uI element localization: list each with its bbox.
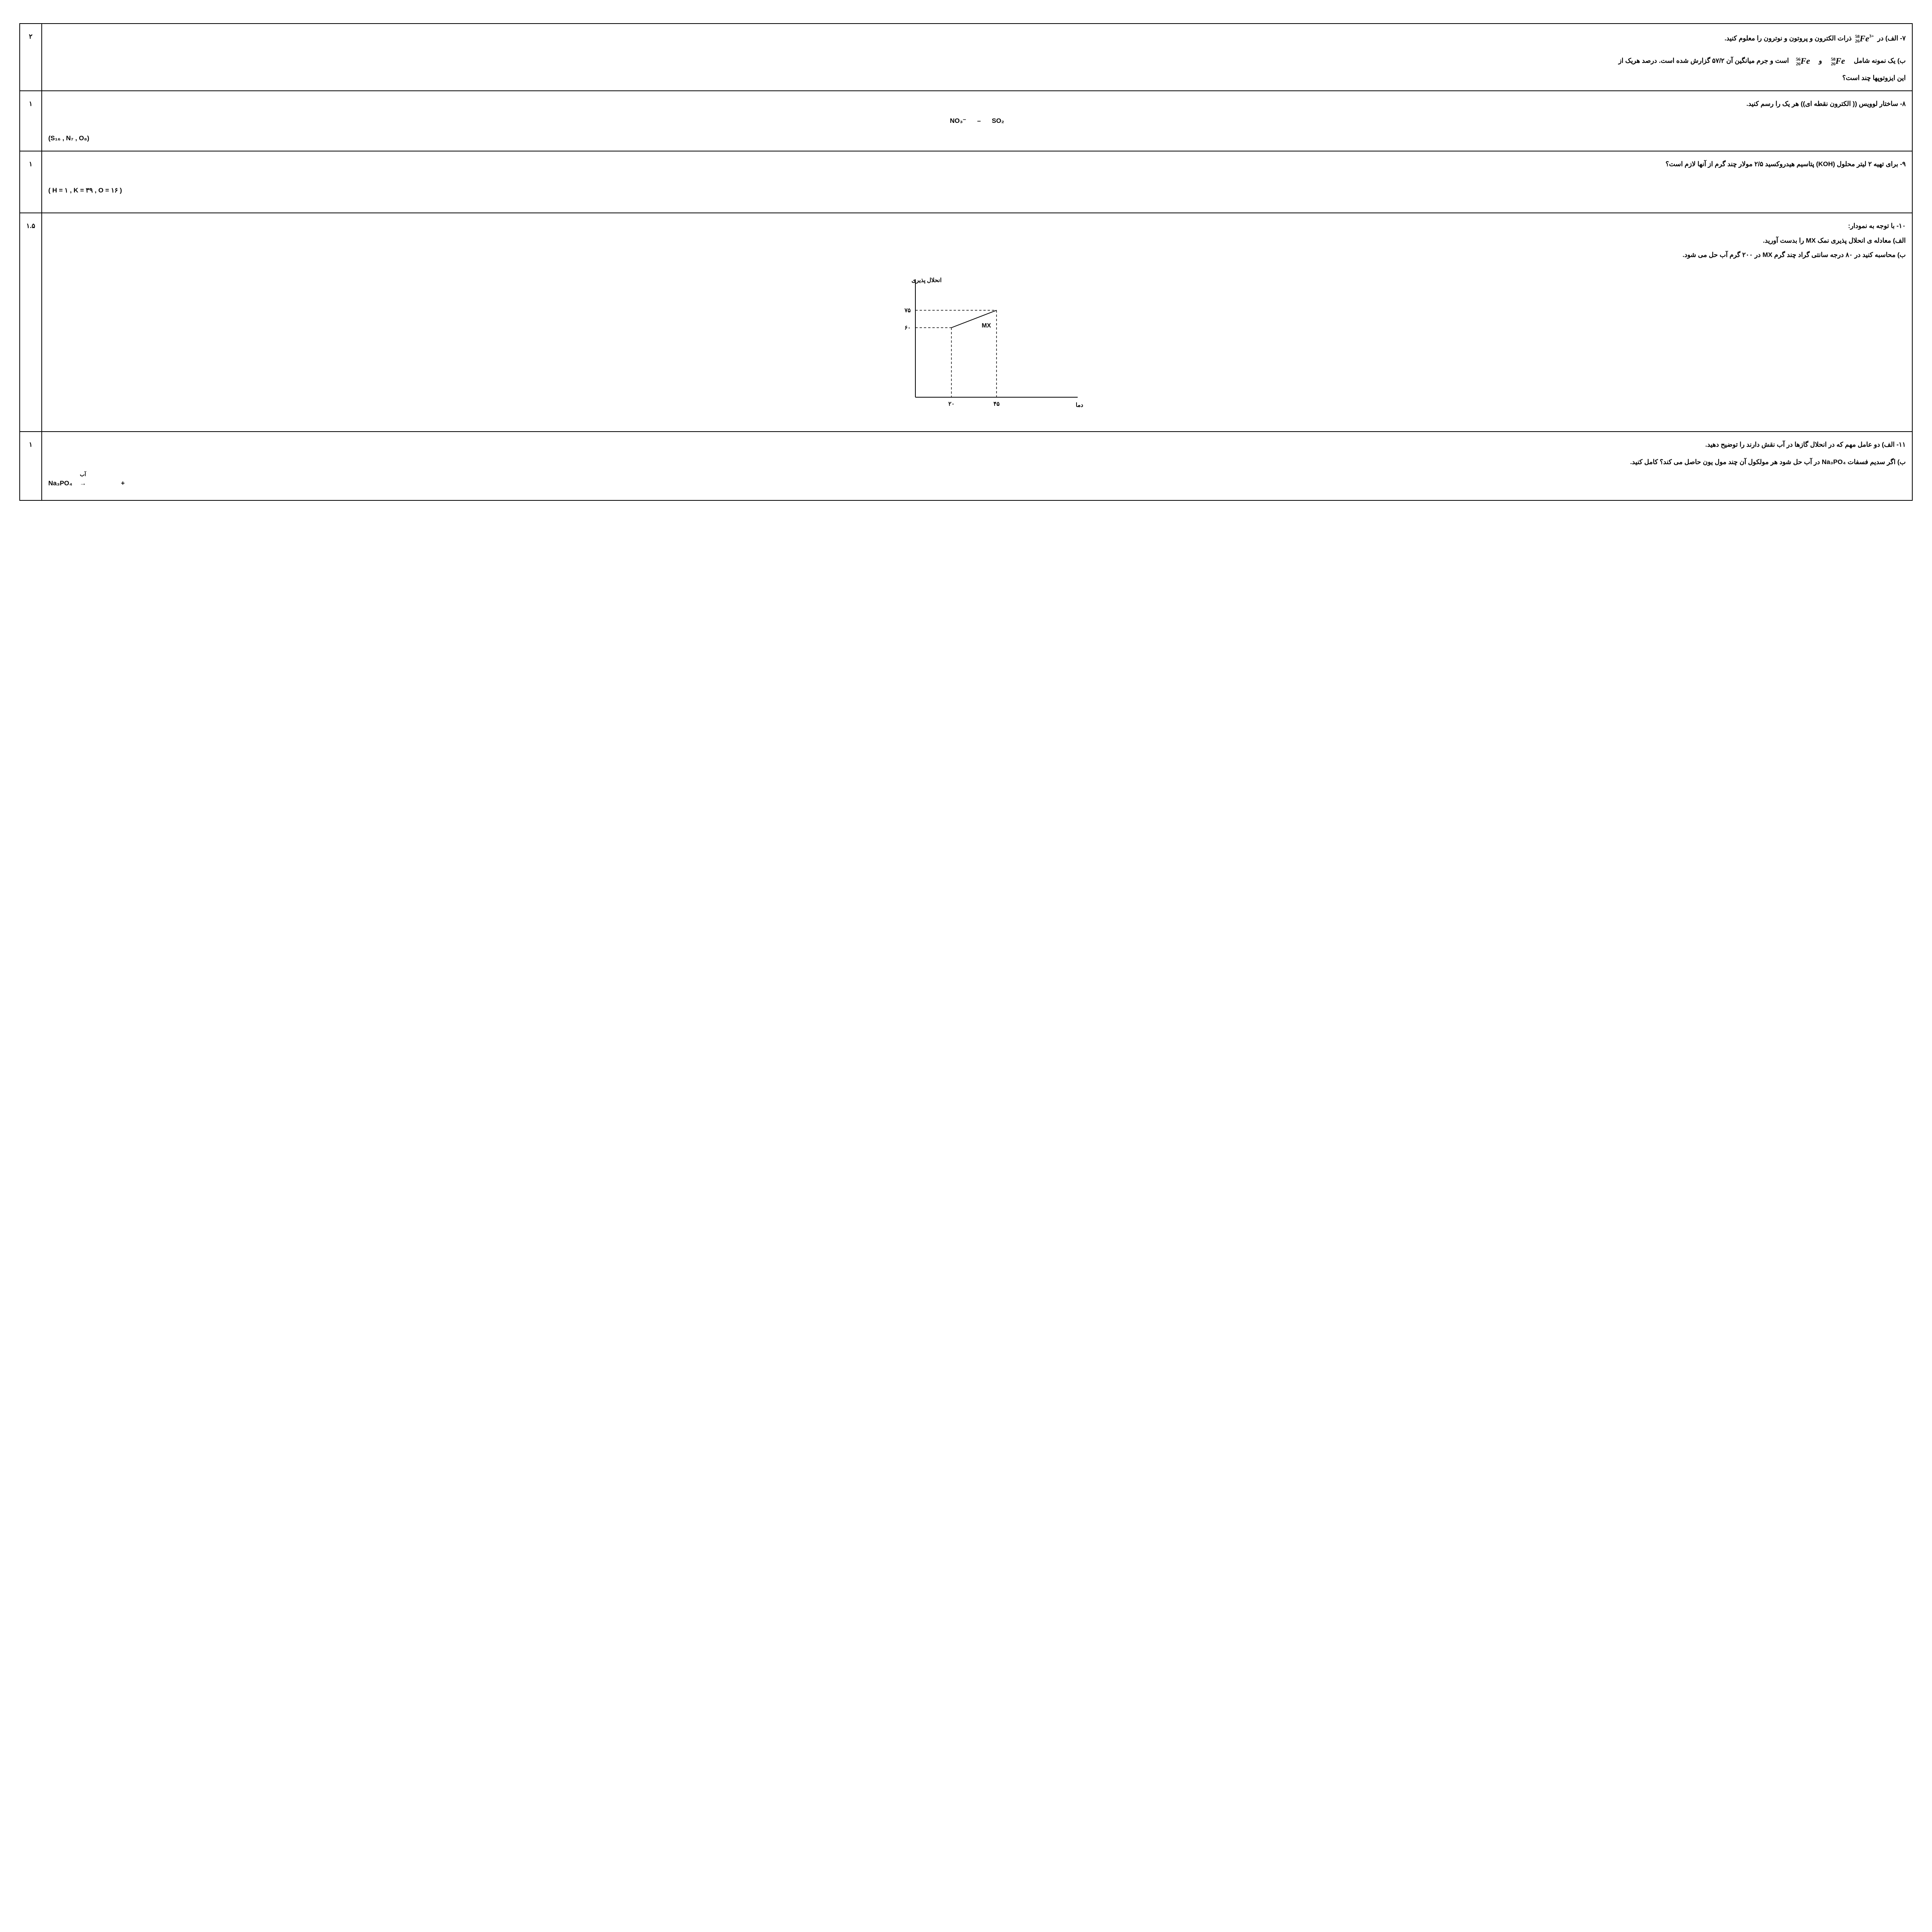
q10-score: ١.۵ (20, 213, 42, 432)
q9-score: ١ (20, 151, 42, 213)
svg-text:MX: MX (981, 323, 991, 329)
q7-b-mid: و (1819, 57, 1822, 65)
q11-a: ١١- الف) دو عامل مهم که در انحلال گازها … (48, 437, 1906, 452)
q7-a-suffix: ذرات الکترون و پروتون و نوترون را معلوم … (1725, 35, 1852, 42)
q8-formula-right: SO₂ (992, 117, 1004, 124)
q11-equation: Na₃PO₄ آب → + (48, 476, 1906, 490)
row-q10: ١٠- با توجه به نمودار: الف) معادله ی انح… (20, 213, 1912, 432)
solubility-chart: انحلال پذیری دما ۶٠ ٧۵ ٢٠ ۴۵ MX (48, 270, 1906, 422)
q7-cell: ٧- الف) در 5826Fe3+ ذرات الکترون و پروتو… (42, 24, 1912, 91)
svg-text:انحلال پذیری: انحلال پذیری (912, 277, 942, 284)
isotope-fe56: 5626Fe (1796, 52, 1810, 70)
eq-top-label: آب (80, 469, 86, 480)
svg-text:دما: دما (1076, 402, 1083, 408)
q8-atoms: (S₁₆ , N₇ , O₈) (48, 131, 1906, 145)
chart-svg: انحلال پذیری دما ۶٠ ٧۵ ٢٠ ۴۵ MX (861, 270, 1093, 417)
q9-masses: ( H = ١ , K = ٣٩ , O = ١۶ ) (48, 183, 1906, 197)
row-q9: ٩- برای تهیه ٢ لیتر محلول (KOH) پتاسیم ه… (20, 151, 1912, 213)
q9-text: ٩- برای تهیه ٢ لیتر محلول (KOH) پتاسیم ه… (48, 157, 1906, 171)
q11-b: ب) اگر سدیم فسفات Na₃PO₄ در آب حل شود هر… (48, 455, 1906, 469)
q9-cell: ٩- برای تهیه ٢ لیتر محلول (KOH) پتاسیم ه… (42, 151, 1912, 213)
row-q8: ٨- ساختار لوویس (( الکترون نقطه ای)) هر … (20, 91, 1912, 151)
q11-score: ١ (20, 432, 42, 500)
row-q7: ٧- الف) در 5826Fe3+ ذرات الکترون و پروتو… (20, 24, 1912, 91)
q10-b: ب) محاسبه کنید در ٨٠ درجه سانتی گراد چند… (48, 248, 1906, 262)
q7-a-prefix: ٧- الف) در (1878, 35, 1906, 42)
q8-cell: ٨- ساختار لوویس (( الکترون نقطه ای)) هر … (42, 91, 1912, 151)
q8-formula-left: NO₃⁻ (950, 117, 966, 124)
q8-text: ٨- ساختار لوویس (( الکترون نقطه ای)) هر … (48, 97, 1906, 111)
q10-a: الف) معادله ی انحلال پذیری نمک MX را بدس… (48, 233, 1906, 248)
eq-compound: Na₃PO₄ (48, 480, 72, 487)
isotope-fe58: 5826Fe (1831, 52, 1845, 70)
q10-intro: ١٠- با توجه به نمودار: (48, 219, 1906, 233)
eq-plus: + (121, 480, 125, 487)
q11-cell: ١١- الف) دو عامل مهم که در انحلال گازها … (42, 432, 1912, 500)
q7-b-prefix: ب) یک نمونه شامل (1854, 57, 1906, 65)
svg-text:٢٠: ٢٠ (948, 401, 954, 407)
svg-text:٧۵: ٧۵ (904, 308, 910, 314)
q7-score: ٢ (20, 24, 42, 91)
q8-sep: – (977, 117, 981, 124)
eq-arrow: → (80, 480, 86, 487)
q10-cell: ١٠- با توجه به نمودار: الف) معادله ی انح… (42, 213, 1912, 432)
q8-score: ١ (20, 91, 42, 151)
isotope-fe58-3plus: 5826Fe3+ (1855, 29, 1874, 48)
exam-table: ٧- الف) در 5826Fe3+ ذرات الکترون و پروتو… (19, 23, 1913, 501)
svg-text:۶٠: ۶٠ (904, 325, 910, 331)
q7-b-suffix: است و جرم میانگین آن ۵٧/٢ گزارش شده است.… (1618, 57, 1789, 65)
svg-text:۴۵: ۴۵ (993, 401, 999, 407)
row-q11: ١١- الف) دو عامل مهم که در انحلال گازها … (20, 432, 1912, 500)
q7-b-line2: این ایزوتوپها چند است؟ (48, 71, 1906, 85)
